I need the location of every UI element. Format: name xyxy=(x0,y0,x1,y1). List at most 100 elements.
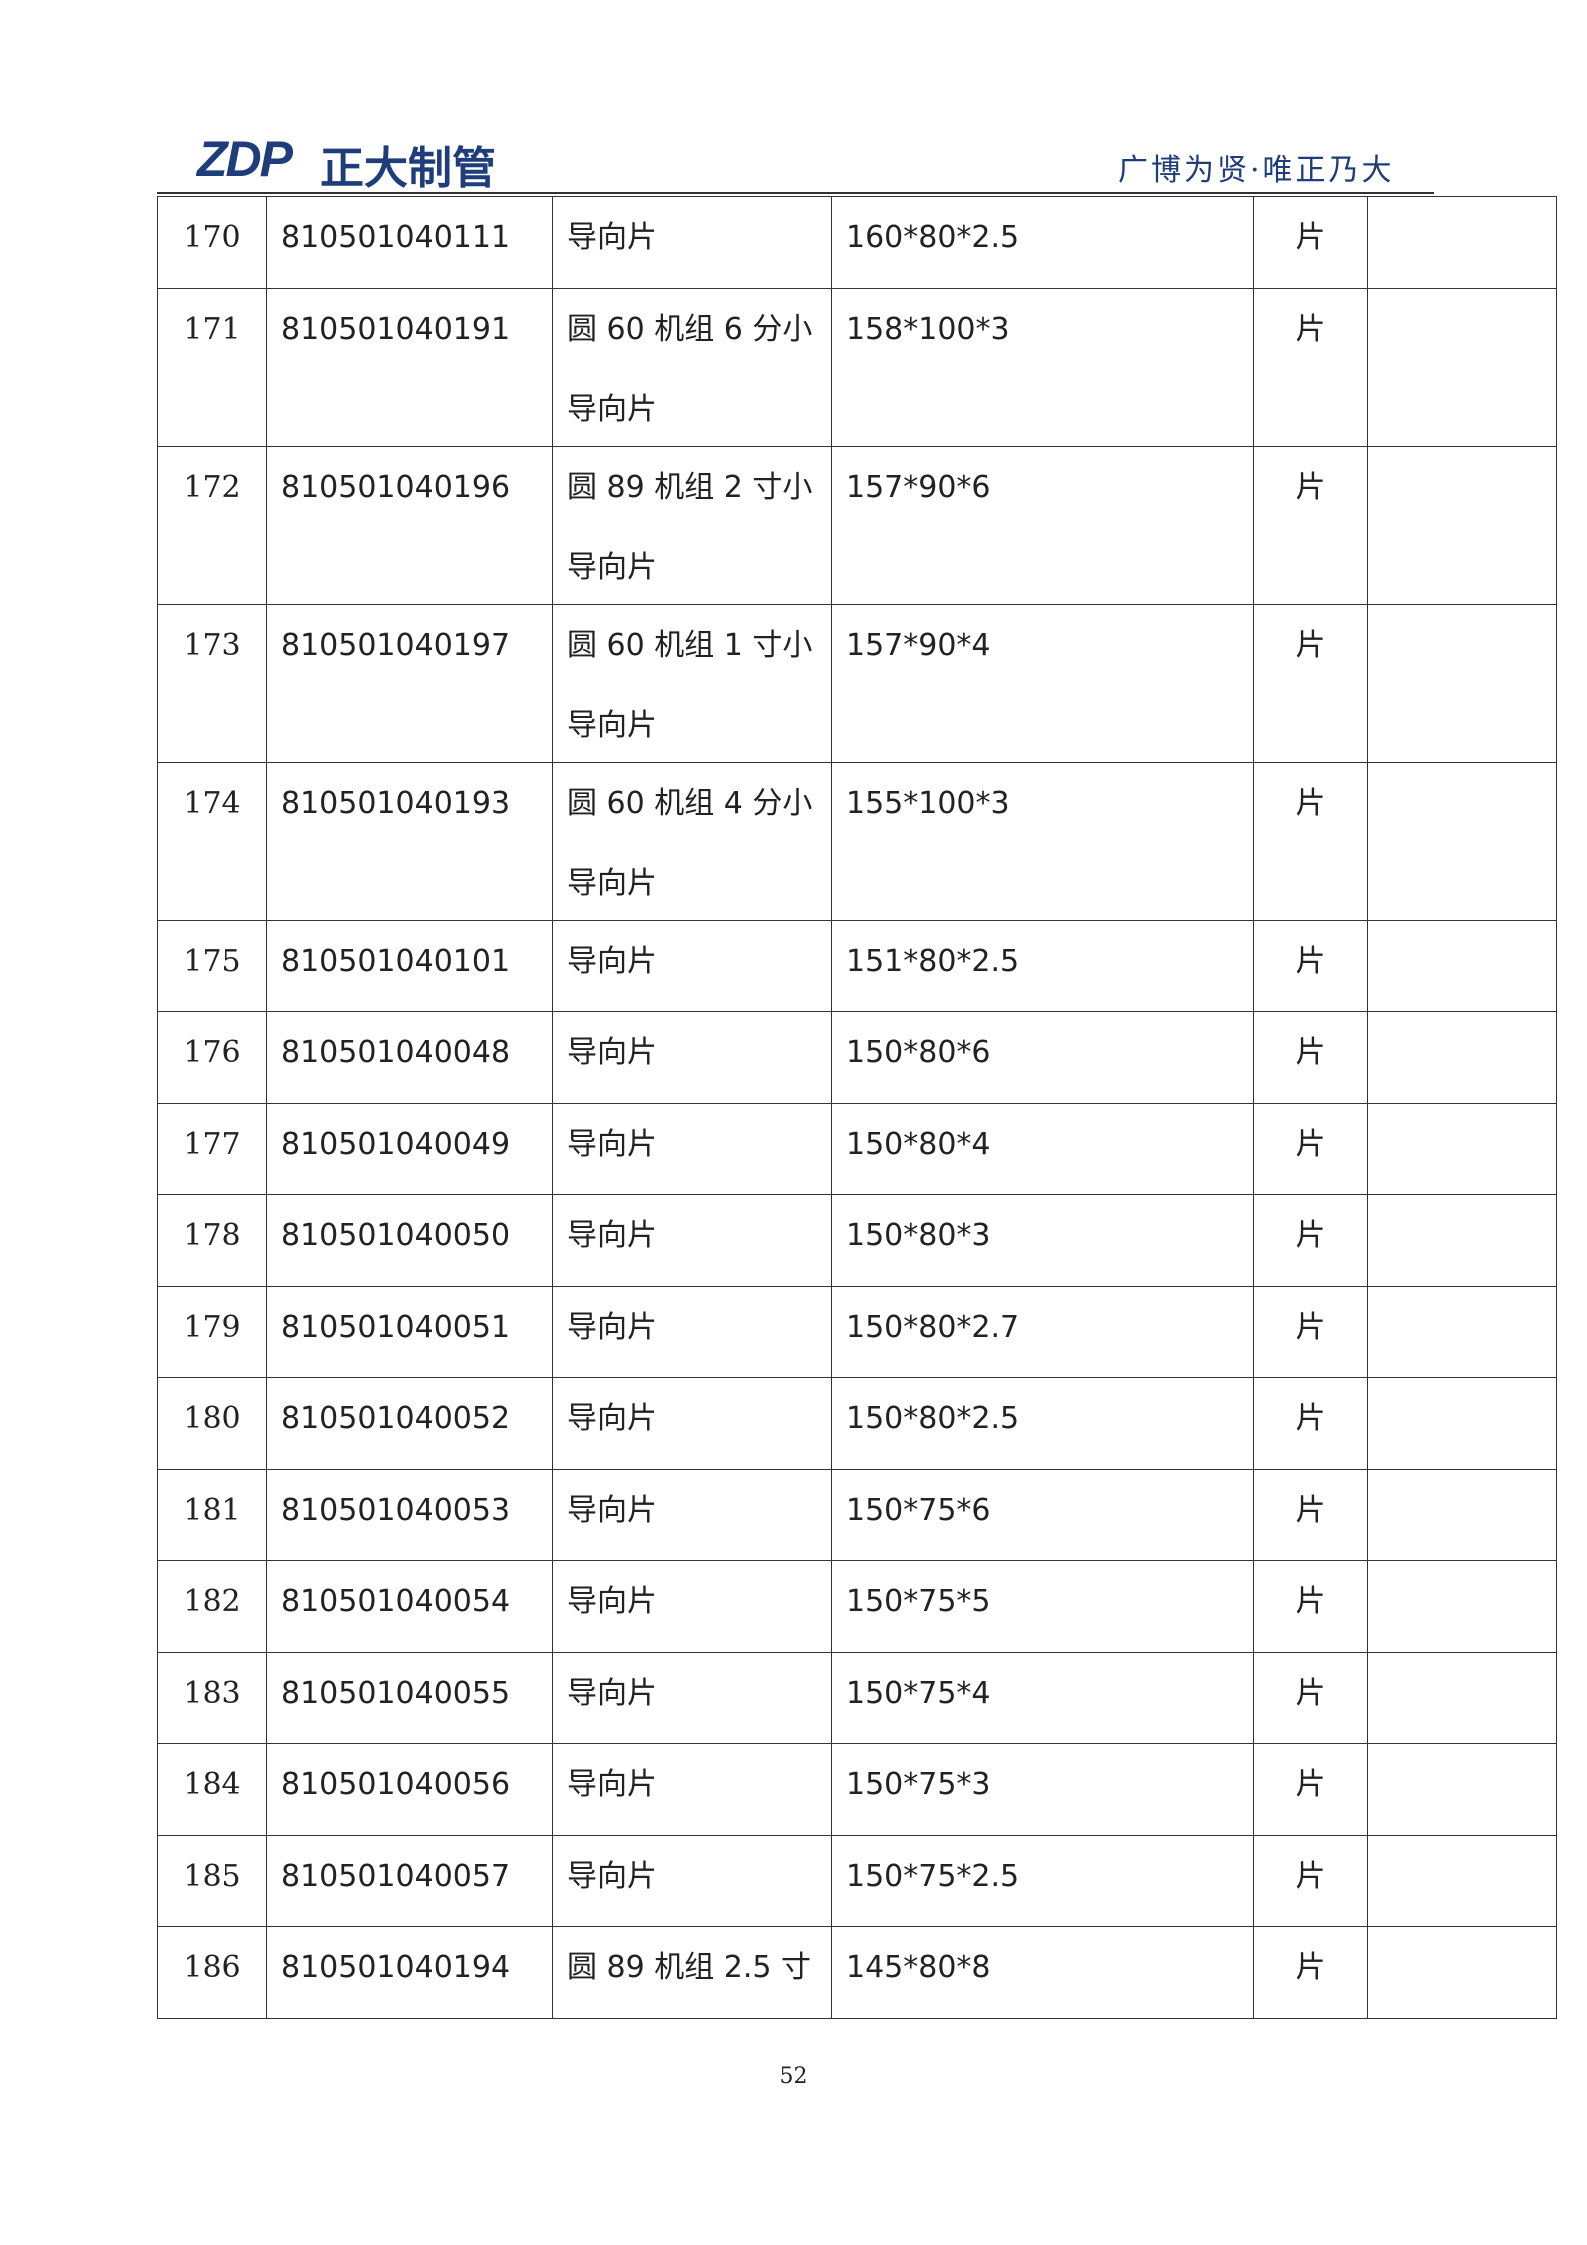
table-cell: 片 xyxy=(1254,1469,1368,1561)
table-cell: 导向片 xyxy=(553,1378,832,1470)
table-cell: 150*80*4 xyxy=(832,1103,1254,1195)
empty-cell xyxy=(1368,1927,1557,2019)
cell-text: 圆 60 机组 6 分小导向片 xyxy=(567,311,813,427)
table-cell: 810501040191 xyxy=(267,288,553,447)
table-cell: 810501040101 xyxy=(267,920,553,1012)
table-cell: 810501040196 xyxy=(267,446,553,605)
table-cell: 176 xyxy=(158,1012,267,1104)
table-cell: 179 xyxy=(158,1286,267,1378)
empty-cell xyxy=(1368,197,1557,289)
cell-text: 810501040052 xyxy=(281,1401,511,1436)
table-cell: 184 xyxy=(158,1744,267,1836)
cell-text: 177 xyxy=(183,1126,241,1162)
cell-text: 810501040056 xyxy=(281,1767,511,1802)
cell-text: 810501040055 xyxy=(281,1675,511,1711)
table-cell: 片 xyxy=(1254,1561,1368,1653)
cell-text: 导向片 xyxy=(567,1126,657,1162)
table-cell: 150*75*5 xyxy=(832,1561,1254,1653)
empty-cell xyxy=(1368,762,1557,921)
cell-text: 片 xyxy=(1295,1218,1326,1253)
cell-text: 810501040051 xyxy=(281,1309,511,1345)
table-cell: 圆 89 机组 2 寸小导向片 xyxy=(553,446,832,605)
table-cell: 导向片 xyxy=(553,1561,832,1653)
logo-text: 正大制管 xyxy=(320,143,496,194)
table-cell: 810501040055 xyxy=(267,1652,553,1744)
table-cell: 186 xyxy=(158,1927,267,2019)
cell-text: 810501040111 xyxy=(281,220,511,255)
table-cell: 圆 60 机组 4 分小导向片 xyxy=(553,762,832,921)
table-cell: 导向片 xyxy=(553,197,832,289)
cell-text: 片 xyxy=(1295,943,1326,979)
cell-text: 导向片 xyxy=(567,1675,657,1711)
table-cell: 810501040049 xyxy=(267,1103,553,1195)
cell-text: 导向片 xyxy=(567,943,657,979)
cell-text: 158*100*3 xyxy=(846,311,1010,347)
table-cell: 151*80*2.5 xyxy=(832,920,1254,1012)
cell-text: 150*75*3 xyxy=(846,1767,991,1802)
empty-cell xyxy=(1368,1012,1557,1104)
table-cell: 810501040193 xyxy=(267,762,553,921)
empty-cell xyxy=(1368,1378,1557,1470)
empty-cell xyxy=(1368,1744,1557,1836)
table-cell: 810501040054 xyxy=(267,1561,553,1653)
table-cell: 导向片 xyxy=(553,1835,832,1927)
cell-text: 172 xyxy=(183,469,241,505)
empty-cell xyxy=(1368,446,1557,605)
empty-cell xyxy=(1368,1835,1557,1927)
table-cell: 导向片 xyxy=(553,920,832,1012)
table-cell: 810501040111 xyxy=(267,197,553,289)
table-cell: 150*75*2.5 xyxy=(832,1835,1254,1927)
cell-text: 导向片 xyxy=(567,1218,657,1253)
empty-cell xyxy=(1368,1652,1557,1744)
cell-text: 810501040196 xyxy=(281,469,511,505)
table-cell: 片 xyxy=(1254,1286,1368,1378)
cell-text: 片 xyxy=(1295,311,1326,347)
table-cell: 片 xyxy=(1254,1744,1368,1836)
empty-cell xyxy=(1368,1103,1557,1195)
cell-text: 810501040193 xyxy=(281,785,511,821)
table-cell: 150*75*3 xyxy=(832,1744,1254,1836)
table-cell: 178 xyxy=(158,1195,267,1287)
table-cell: 155*100*3 xyxy=(832,762,1254,921)
table-cell: 圆 60 机组 1 寸小导向片 xyxy=(553,604,832,763)
table-cell: 157*90*6 xyxy=(832,446,1254,605)
cell-text: 810501040057 xyxy=(281,1858,511,1894)
cell-text: 160*80*2.5 xyxy=(846,220,1020,255)
cell-text: 180 xyxy=(183,1401,241,1436)
cell-text: 171 xyxy=(183,311,241,347)
cell-text: 810501040054 xyxy=(281,1584,511,1619)
cell-text: 圆 60 机组 4 分小导向片 xyxy=(567,785,813,901)
cell-text: 150*75*5 xyxy=(846,1584,991,1619)
table-cell: 182 xyxy=(158,1561,267,1653)
table-cell: 810501040053 xyxy=(267,1469,553,1561)
table-cell: 810501040194 xyxy=(267,1927,553,2019)
table-cell: 片 xyxy=(1254,1103,1368,1195)
cell-text: 181 xyxy=(183,1492,241,1528)
table-cell: 导向片 xyxy=(553,1286,832,1378)
cell-text: 150*75*2.5 xyxy=(846,1858,1020,1894)
cell-text: 810501040048 xyxy=(281,1035,511,1070)
cell-text: 片 xyxy=(1295,1584,1326,1619)
cell-text: 182 xyxy=(183,1584,241,1619)
cell-text: 179 xyxy=(183,1309,241,1345)
cell-text: 150*75*6 xyxy=(846,1492,991,1528)
cell-text: 圆 89 机组 2 寸小导向片 xyxy=(567,469,813,585)
empty-cell xyxy=(1368,1195,1557,1287)
table-cell: 185 xyxy=(158,1835,267,1927)
table-cell: 150*80*6 xyxy=(832,1012,1254,1104)
cell-text: 174 xyxy=(183,785,241,821)
cell-text: 圆 60 机组 1 寸小导向片 xyxy=(567,627,813,743)
table-cell: 导向片 xyxy=(553,1744,832,1836)
table-cell: 片 xyxy=(1254,197,1368,289)
cell-text: 150*80*2.7 xyxy=(846,1309,1020,1345)
empty-cell xyxy=(1368,604,1557,763)
table-cell: 片 xyxy=(1254,762,1368,921)
table-cell: 174 xyxy=(158,762,267,921)
table-cell: 810501040056 xyxy=(267,1744,553,1836)
table-cell: 导向片 xyxy=(553,1652,832,1744)
table-cell: 157*90*4 xyxy=(832,604,1254,763)
table-cell: 导向片 xyxy=(553,1469,832,1561)
cell-text: 810501040101 xyxy=(281,943,511,979)
cell-text: 导向片 xyxy=(567,1584,657,1619)
